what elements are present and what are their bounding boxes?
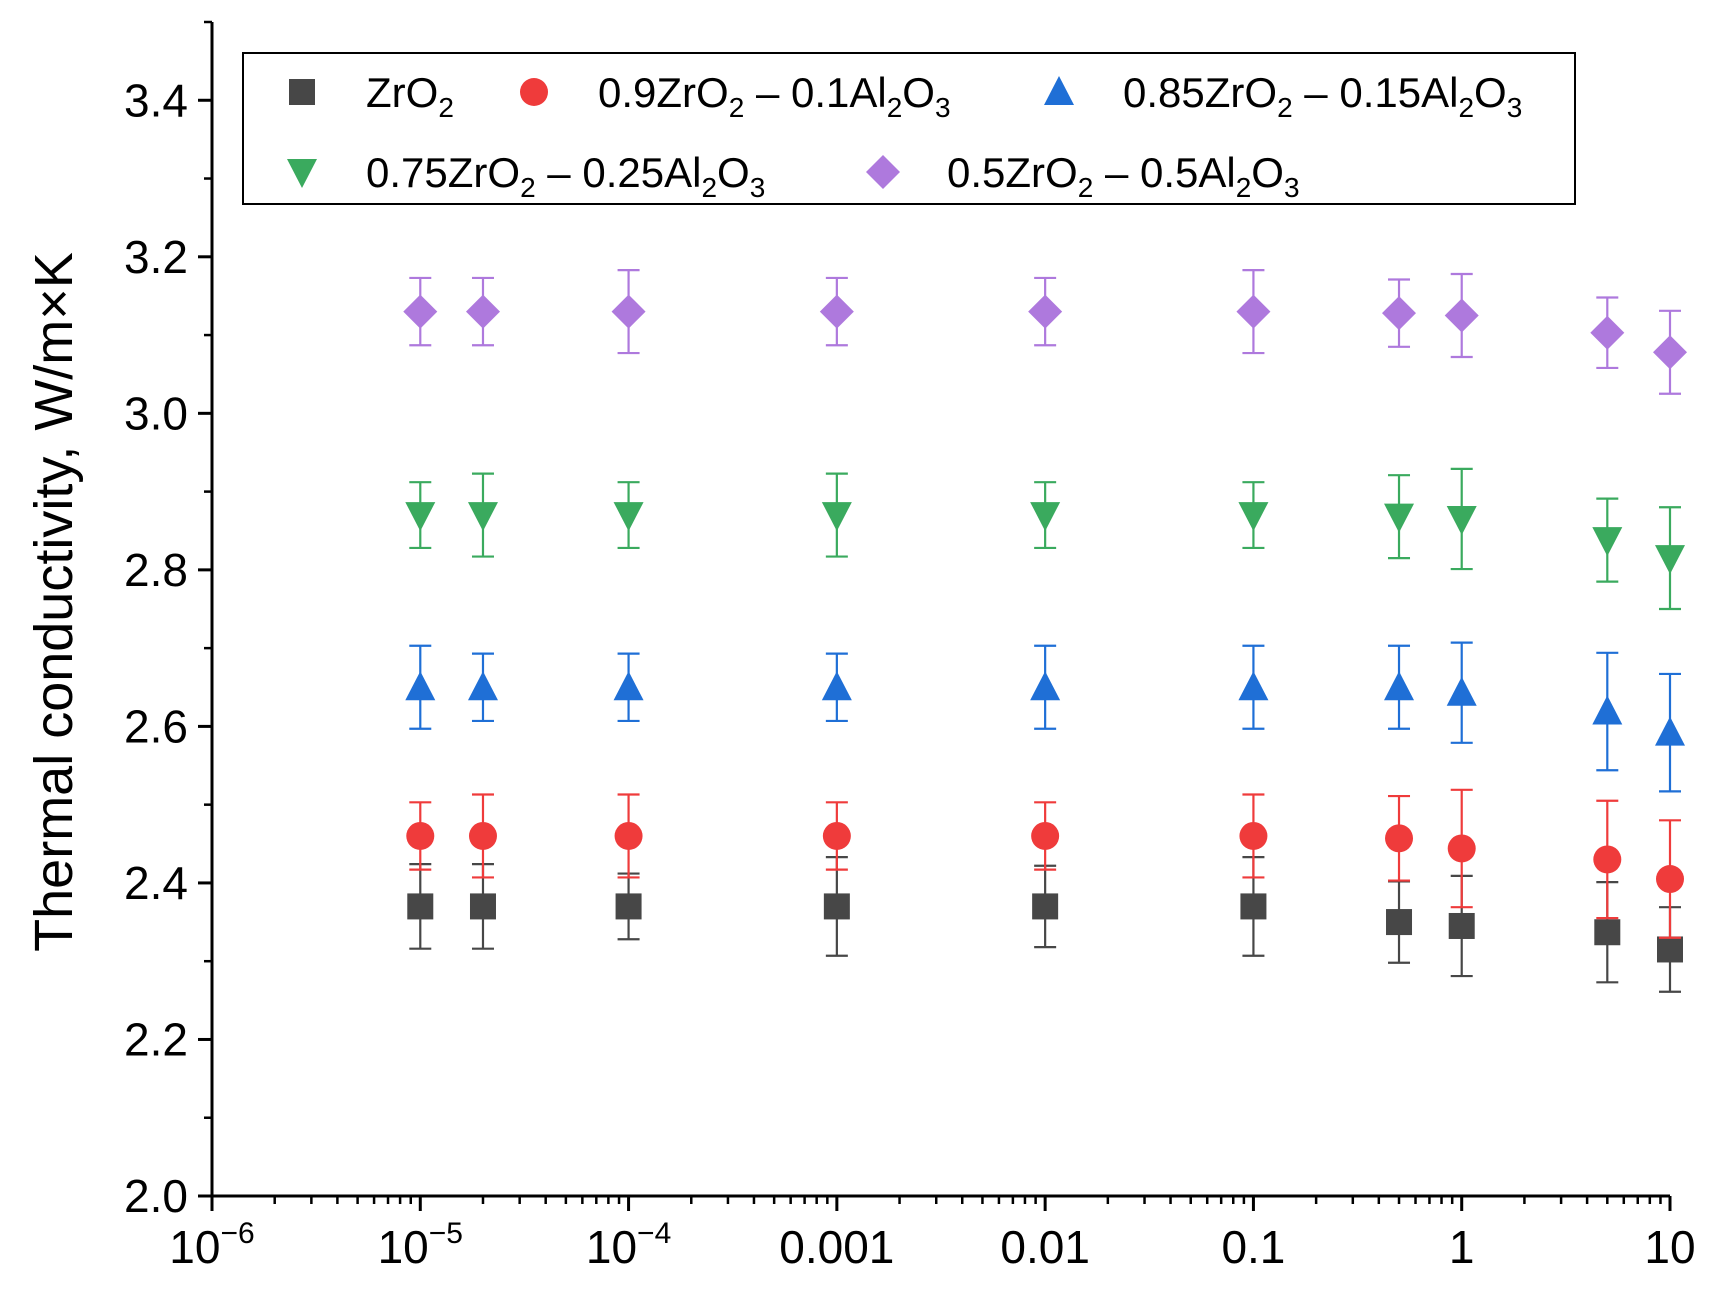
legend-marker — [866, 155, 900, 189]
data-point — [1592, 695, 1623, 725]
data-point — [407, 893, 434, 920]
data-point — [1028, 294, 1063, 329]
data-point — [1655, 716, 1685, 746]
data-point — [406, 821, 435, 850]
y-tick-label: 2.0 — [124, 1170, 188, 1222]
data-point — [613, 671, 644, 701]
data-point — [405, 671, 436, 701]
legend-label: 0.85ZrO2 – 0.15Al2O3 — [1123, 69, 1522, 123]
x-tick-label: 1 — [1449, 1221, 1475, 1273]
y-tick-label: 3.2 — [124, 231, 188, 283]
data-point — [611, 294, 646, 329]
x-tick-label: 10 — [1644, 1221, 1695, 1273]
data-point — [1030, 502, 1061, 532]
data-point — [1590, 315, 1625, 350]
data-point — [821, 502, 852, 532]
legend-box — [242, 52, 1576, 205]
data-point — [1446, 676, 1477, 706]
data-point — [469, 893, 496, 920]
data-point — [823, 893, 850, 920]
x-tick-label: 10−5 — [378, 1217, 463, 1273]
x-tick-label: 10−4 — [586, 1217, 671, 1273]
y-tick-label: 2.4 — [124, 857, 188, 909]
data-point — [1446, 505, 1477, 535]
series-2 — [406, 788, 1684, 939]
data-point — [468, 821, 497, 850]
data-point — [467, 502, 498, 532]
data-point — [1030, 671, 1061, 701]
y-tick-label: 3.0 — [124, 387, 188, 439]
data-point — [1593, 845, 1622, 874]
y-axis-title: Thermal conductivity, W/m×K — [24, 252, 84, 952]
x-tick-label: 0.1 — [1221, 1221, 1285, 1273]
data-point — [1657, 936, 1683, 963]
legend-marker — [289, 79, 315, 105]
data-point — [1240, 893, 1267, 920]
legend-marker — [1044, 76, 1074, 105]
data-point — [1384, 671, 1415, 701]
legend-entry-3: 0.85ZrO2 – 0.15Al2O3 — [1044, 69, 1522, 123]
legend-label: ZrO2 — [366, 69, 454, 123]
legend-entry-5: 0.5ZrO2 – 0.5Al2O3 — [866, 149, 1300, 203]
series-3 — [405, 641, 1685, 793]
legend-entry-4: 0.75ZrO2 – 0.25Al2O3 — [287, 149, 765, 203]
data-point — [1385, 824, 1414, 853]
legend-label: 0.9ZrO2 – 0.1Al2O3 — [598, 69, 951, 123]
y-tick-label: 2.2 — [124, 1013, 188, 1065]
x-tick-label: 0.01 — [1000, 1221, 1090, 1273]
data-point — [1447, 834, 1476, 863]
data-point — [1448, 912, 1475, 939]
legend-label: 0.5ZrO2 – 0.5Al2O3 — [947, 149, 1300, 203]
data-point — [1444, 298, 1479, 333]
data-series — [403, 269, 1687, 993]
series-4 — [405, 467, 1685, 611]
data-point — [819, 294, 854, 329]
data-point — [615, 893, 642, 920]
x-tick-label: 0.001 — [779, 1221, 894, 1273]
data-point — [1655, 545, 1685, 575]
data-point — [1653, 335, 1687, 370]
x-tick-label: 10−6 — [169, 1217, 254, 1273]
data-point — [822, 821, 851, 850]
data-point — [1592, 527, 1623, 557]
y-tick-label: 2.8 — [124, 544, 188, 596]
data-point — [1239, 821, 1268, 850]
data-point — [1656, 865, 1684, 894]
data-point — [1236, 294, 1271, 329]
data-point — [1238, 671, 1269, 701]
data-point — [465, 294, 500, 329]
data-point — [1386, 909, 1413, 936]
y-tick-label: 3.4 — [124, 74, 188, 126]
legend-marker — [520, 78, 548, 106]
data-point — [1594, 919, 1621, 946]
data-point — [403, 294, 438, 329]
y-tick-label: 2.6 — [124, 700, 188, 752]
legend-entry-1: ZrO2 — [289, 69, 454, 123]
data-point — [405, 502, 436, 532]
data-point — [614, 821, 643, 850]
data-point — [1032, 893, 1059, 920]
axes: 2.0 2.2 2.4 2.6 2.8 3.0 3.2 3.4 10−6 10−5 10−4 0.00… — [124, 20, 1696, 1273]
data-point — [613, 502, 644, 532]
data-point — [467, 671, 498, 701]
data-point — [1382, 296, 1417, 331]
data-point — [1031, 821, 1060, 850]
legend-label: 0.75ZrO2 – 0.25Al2O3 — [366, 149, 765, 203]
series-5 — [403, 269, 1687, 395]
data-point — [1384, 503, 1415, 533]
data-point — [1238, 502, 1269, 532]
legend-entry-2: 0.9ZrO2 – 0.1Al2O3 — [520, 69, 951, 123]
legend-marker — [287, 159, 317, 188]
data-point — [821, 671, 852, 701]
legend: ZrO2 0.9ZrO2 – 0.1Al2O3 0.85ZrO2 – 0.15Al2… — [242, 52, 1576, 205]
series-1 — [407, 856, 1683, 993]
